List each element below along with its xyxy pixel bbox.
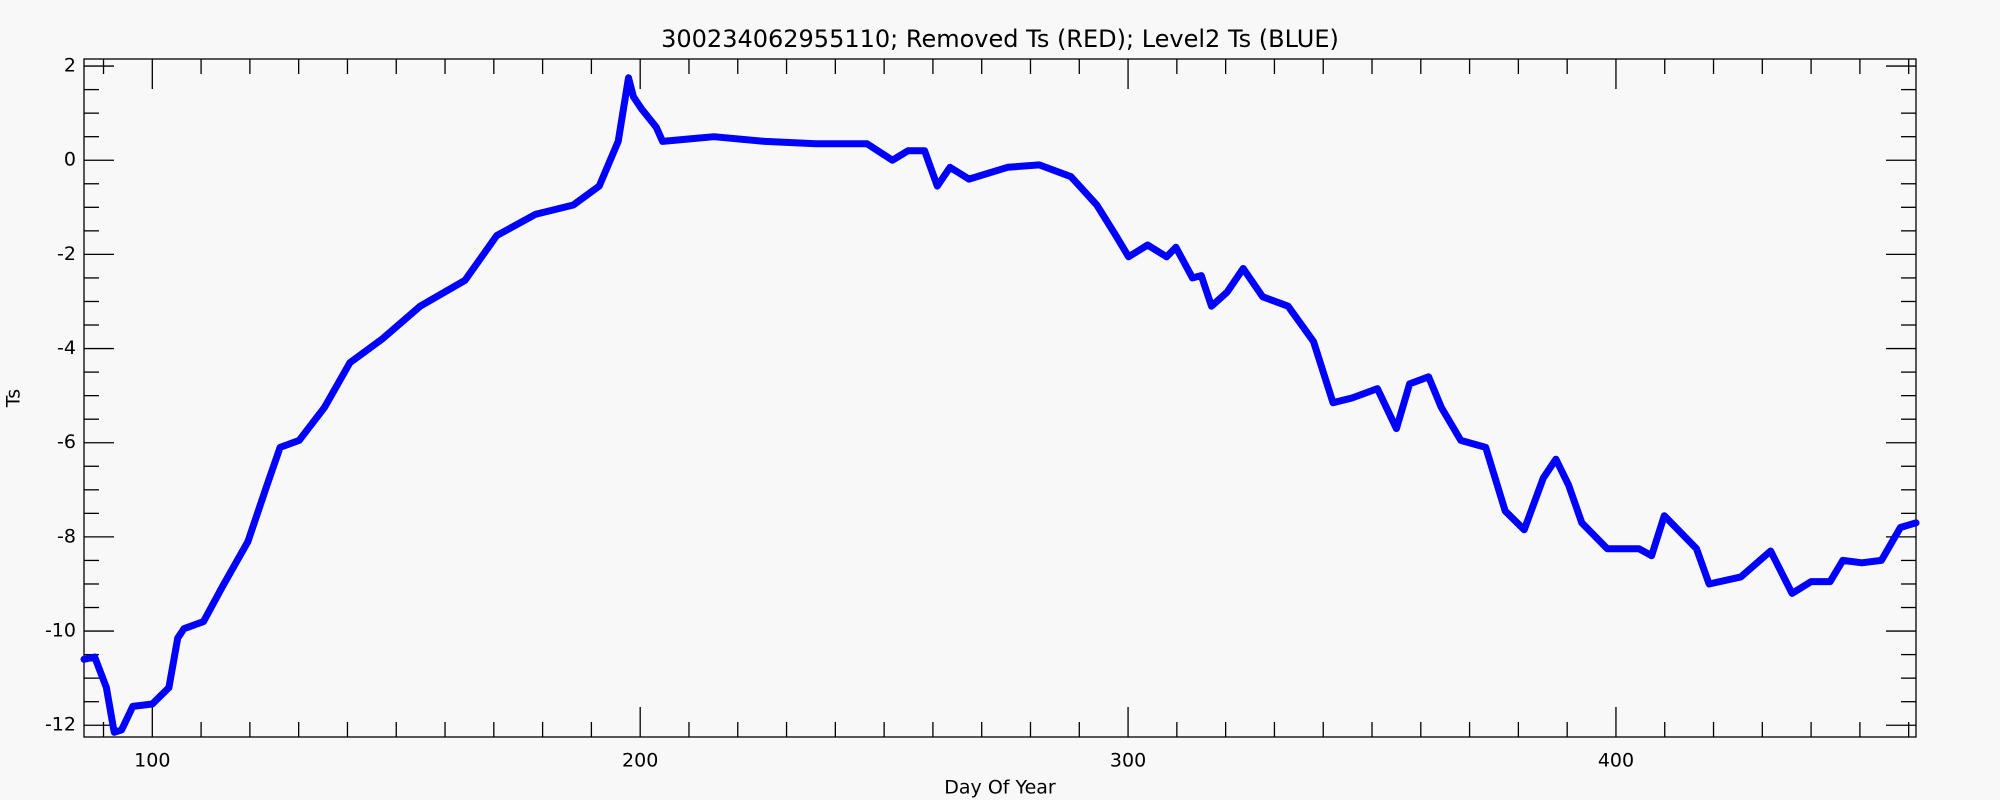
data-line [80,74,1920,736]
y-tick-label: -6 [57,431,76,453]
y-tick-label: 2 [64,55,76,77]
chart-title: 300234062955110; Removed Ts (RED); Level… [661,25,1339,53]
x-tick-label: 400 [1598,750,1634,772]
y-tick-label: -4 [57,337,76,359]
y-tick-label: -2 [57,243,76,265]
x-tick-label: 200 [622,750,658,772]
y-tick-label: -8 [57,525,76,547]
y-tick-label: 0 [64,149,76,171]
y-tick-label: -12 [45,714,76,736]
x-tick-label: 300 [1110,750,1146,772]
x-tick-label: 100 [134,750,170,772]
x-axis-label: Day Of Year [944,777,1056,799]
y-axis-label: Ts [3,389,25,408]
plot-frame [83,58,1917,738]
y-tick-label: -10 [45,620,76,642]
